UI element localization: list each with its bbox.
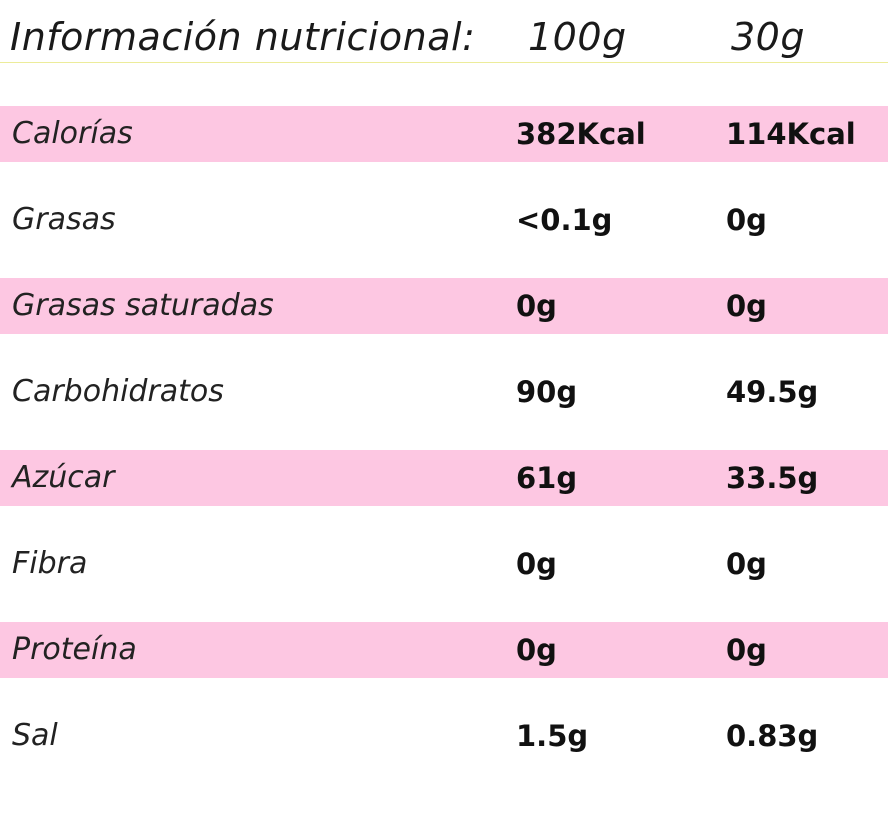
column-header-100g: 100g bbox=[528, 15, 627, 59]
row-label: Proteína bbox=[12, 632, 137, 667]
row-label: Grasas saturadas bbox=[12, 288, 274, 323]
row-label: Sal bbox=[12, 718, 58, 753]
value-30g: 0g bbox=[726, 633, 767, 667]
column-header-30g: 30g bbox=[731, 15, 805, 59]
value-100g: 0g bbox=[516, 633, 557, 667]
nutrition-row-fibra: Fibra 0g 0g bbox=[0, 536, 888, 592]
row-label: Fibra bbox=[12, 546, 88, 581]
value-100g: 382Kcal bbox=[516, 117, 646, 151]
nutrition-header: Información nutricional: 100g 30g bbox=[0, 0, 888, 66]
header-divider bbox=[0, 62, 888, 63]
nutrition-row-carbohidratos: Carbohidratos 90g 49.5g bbox=[0, 364, 888, 420]
value-30g: 49.5g bbox=[726, 375, 819, 409]
nutrition-row-proteina: Proteína 0g 0g bbox=[0, 622, 888, 678]
nutrition-title: Información nutricional: bbox=[10, 15, 476, 59]
value-100g: 0g bbox=[516, 547, 557, 581]
nutrition-row-azucar: Azúcar 61g 33.5g bbox=[0, 450, 888, 506]
row-label: Carbohidratos bbox=[12, 374, 224, 409]
row-label: Grasas bbox=[12, 202, 116, 237]
value-100g: 61g bbox=[516, 461, 578, 495]
nutrition-row-sal: Sal 1.5g 0.83g bbox=[0, 708, 888, 764]
value-30g: 33.5g bbox=[726, 461, 819, 495]
value-30g: 0g bbox=[726, 289, 767, 323]
row-label: Azúcar bbox=[12, 460, 115, 495]
value-30g: 0g bbox=[726, 547, 767, 581]
nutrition-row-grasas-saturadas: Grasas saturadas 0g 0g bbox=[0, 278, 888, 334]
value-100g: 90g bbox=[516, 375, 578, 409]
value-100g: 0g bbox=[516, 289, 557, 323]
nutrition-row-grasas: Grasas <0.1g 0g bbox=[0, 192, 888, 248]
value-100g: <0.1g bbox=[516, 203, 613, 237]
value-30g: 114Kcal bbox=[726, 117, 856, 151]
value-100g: 1.5g bbox=[516, 719, 589, 753]
value-30g: 0g bbox=[726, 203, 767, 237]
value-30g: 0.83g bbox=[726, 719, 819, 753]
row-label: Calorías bbox=[12, 116, 133, 151]
nutrition-row-calorias: Calorías 382Kcal 114Kcal bbox=[0, 106, 888, 162]
